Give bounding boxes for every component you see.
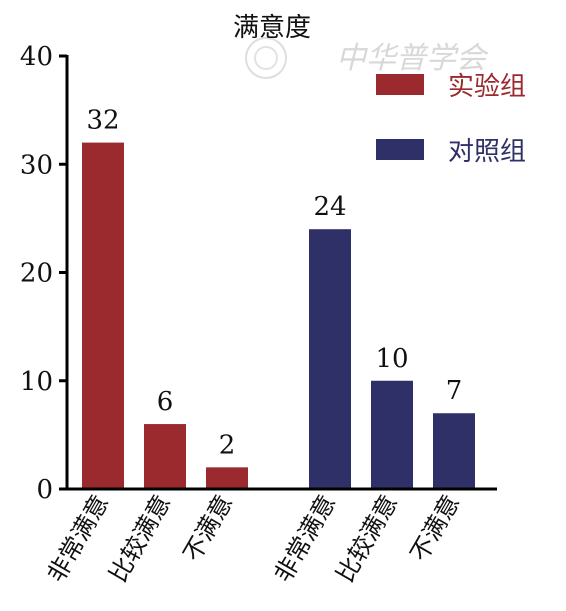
y-tick-label: 20 xyxy=(20,259,53,289)
y-tick-label: 0 xyxy=(36,475,53,505)
legend-label: 实验组 xyxy=(448,72,526,102)
watermark: 中华普学会 xyxy=(245,37,489,79)
bar xyxy=(82,142,124,489)
bar xyxy=(144,424,186,489)
bar-value-label: 7 xyxy=(446,376,463,406)
bar xyxy=(309,229,351,489)
category-label: 不满意 xyxy=(178,490,238,566)
bar xyxy=(433,413,475,489)
category-label: 比较满意 xyxy=(104,490,176,587)
bar-value-label: 6 xyxy=(157,387,174,417)
watermark-seal-inner-icon xyxy=(254,46,278,70)
bar-value-label: 24 xyxy=(313,192,346,222)
y-tick-label: 40 xyxy=(20,42,53,72)
bar xyxy=(371,380,413,489)
bar-value-label: 10 xyxy=(375,344,408,374)
bar xyxy=(206,467,248,489)
y-tick-label: 10 xyxy=(20,367,53,397)
bar-value-label: 32 xyxy=(86,106,119,136)
category-label: 不满意 xyxy=(405,490,465,566)
y-axis-ticks: 0 10 20 30 40 xyxy=(20,42,67,505)
y-tick-label: 30 xyxy=(20,150,53,180)
chart-title: 满意度 xyxy=(233,13,311,43)
bar-value-label: 2 xyxy=(219,430,236,460)
category-label: 比较满意 xyxy=(331,490,403,587)
legend-swatch xyxy=(376,139,424,160)
watermark-text: 中华普学会 xyxy=(336,41,489,76)
legend-swatch xyxy=(376,74,424,95)
legend-label: 对照组 xyxy=(448,137,526,167)
bars xyxy=(82,142,475,489)
value-labels: 32 6 2 24 10 7 xyxy=(86,106,462,461)
watermark-seal-icon xyxy=(245,37,287,79)
